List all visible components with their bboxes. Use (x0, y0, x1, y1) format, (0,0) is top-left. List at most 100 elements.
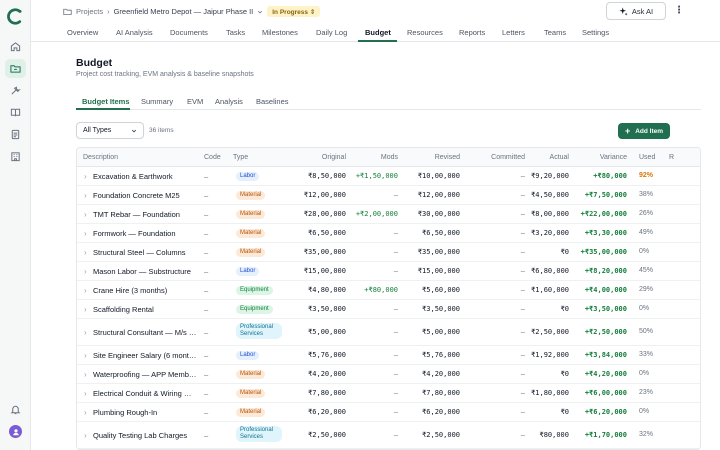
subtab-budget-items[interactable]: Budget Items (82, 97, 130, 106)
tab-milestones[interactable]: Milestones (262, 28, 298, 37)
tab-documents[interactable]: Documents (170, 28, 208, 37)
chevron-right-icon[interactable]: › (84, 328, 87, 337)
chevron-right-icon[interactable]: › (84, 267, 87, 276)
table-header: Description Code Type Original Mods Revi… (77, 148, 700, 167)
column-header-description[interactable]: Description (83, 154, 119, 161)
column-header-original[interactable]: Original (321, 154, 346, 161)
chevron-right-icon[interactable]: › (84, 172, 87, 181)
column-header-revised[interactable]: Revised (434, 154, 460, 161)
tab-daily-log[interactable]: Daily Log (316, 28, 348, 37)
chevron-right-icon[interactable]: › (84, 431, 87, 440)
avatar[interactable] (9, 425, 22, 438)
subtab-analysis[interactable]: Analysis (215, 97, 243, 106)
row-description: Structural Consultant — M/s … (93, 328, 197, 337)
tab-letters[interactable]: Letters (502, 28, 525, 37)
chevron-right-icon[interactable]: › (84, 229, 87, 238)
nav-notifications[interactable] (5, 400, 26, 419)
nav-home[interactable] (5, 37, 26, 56)
row-description: Excavation & Earthwork (93, 172, 173, 181)
subtab-baselines[interactable]: Baselines (256, 97, 289, 106)
tab-reports[interactable]: Reports (459, 28, 486, 37)
chevron-right-icon[interactable]: › (84, 351, 87, 360)
tab-overview[interactable]: Overview (67, 28, 99, 37)
row-code: – (204, 370, 209, 379)
row-mods: – (393, 191, 398, 199)
tab-teams[interactable]: Teams (544, 28, 567, 37)
column-header-r[interactable]: R (669, 154, 675, 161)
row-original: ₹5,76,000 (308, 351, 346, 359)
subtab-evm[interactable]: EVM (187, 97, 204, 106)
nav-documents[interactable] (5, 125, 26, 144)
row-mods: – (393, 267, 398, 275)
tab-resources[interactable]: Resources (407, 28, 443, 37)
row-code: – (204, 286, 209, 295)
row-revised: ₹3,50,000 (422, 305, 460, 313)
nav-tools[interactable] (5, 81, 26, 100)
subtab-summary[interactable]: Summary (141, 97, 174, 106)
column-header-mods[interactable]: Mods (380, 154, 398, 161)
ask-ai-button[interactable]: Ask AI (606, 2, 666, 20)
page-title: Budget (76, 57, 113, 69)
chevron-right-icon[interactable]: › (84, 286, 87, 295)
row-description: Structural Steel — Columns (93, 248, 186, 257)
table-row[interactable]: › Site Engineer Salary (6 mont… – Labor ₹5,7… (77, 346, 700, 365)
breadcrumb-projects[interactable]: Projects (76, 7, 104, 16)
row-revised: ₹2,50,000 (422, 431, 460, 439)
table-row[interactable]: › Structural Consultant — M/s … – Professio… (77, 319, 700, 346)
table-row[interactable]: › Crane Hire (3 months) – Equipment ₹4,80,00… (77, 281, 700, 300)
item-count: 36 items (149, 127, 174, 134)
table-row[interactable]: › Quality Testing Lab Charges – Professiona… (77, 422, 700, 449)
table-row[interactable]: › Plumbing Rough-In – Material ₹6,20,000 – ₹6,… (77, 403, 700, 422)
row-committed: – (520, 305, 525, 313)
chevron-right-icon[interactable]: › (84, 389, 87, 398)
column-header-code[interactable]: Code (204, 154, 221, 161)
row-committed: – (520, 267, 525, 275)
chevron-right-icon[interactable]: › (84, 248, 87, 257)
chevron-right-icon[interactable]: › (84, 370, 87, 379)
column-header-used[interactable]: Used (639, 154, 656, 161)
table-row[interactable]: › Scaffolding Rental – Equipment ₹3,50,000 – ₹… (77, 300, 700, 319)
column-header-type[interactable]: Type (233, 154, 249, 161)
table-row[interactable]: › Electrical Conduit & Wiring … – Material ₹… (77, 384, 700, 403)
tab-tasks[interactable]: Tasks (226, 28, 246, 37)
row-variance: +₹2,50,000 (584, 328, 627, 336)
table-row[interactable]: › Excavation & Earthwork – Labor ₹8,50,000 +₹… (77, 167, 700, 186)
chevron-right-icon[interactable]: › (84, 408, 87, 417)
folder-icon (10, 65, 21, 73)
nav-organization[interactable] (5, 147, 26, 166)
row-actual: ₹0 (560, 370, 569, 378)
row-variance: +₹80,000 (593, 172, 627, 180)
status-badge[interactable]: In Progress ⇕ (267, 6, 321, 17)
add-item-button[interactable]: + Add Item (618, 123, 670, 139)
type-badge: Professional Services (236, 323, 282, 339)
chevron-right-icon[interactable]: › (84, 191, 87, 200)
chevron-right-icon[interactable]: › (84, 305, 87, 314)
more-menu-icon[interactable]: ⋮ (674, 5, 684, 16)
table-row[interactable]: › Waterproofing — APP Memb… – Material ₹4,20… (77, 365, 700, 384)
table-row[interactable]: › Formwork — Foundation – Material ₹6,50,000… (77, 224, 700, 243)
breadcrumb-project[interactable]: Greenfield Metro Depot — Jaipur Phase II (113, 7, 254, 16)
type-badge: Material (236, 191, 266, 200)
user-icon (12, 428, 19, 435)
column-header-committed[interactable]: Committed (491, 154, 525, 161)
nav-projects[interactable] (5, 59, 26, 78)
column-header-variance[interactable]: Variance (599, 154, 627, 161)
nav-library[interactable] (5, 103, 26, 122)
table-row[interactable]: › TMT Rebar — Foundation – Material ₹28,00,0… (77, 205, 700, 224)
app-logo-icon[interactable] (7, 8, 24, 25)
row-original: ₹12,00,000 (303, 191, 346, 199)
table-row[interactable]: › Mason Labor — Substructure – Labor ₹15,00,… (77, 262, 700, 281)
row-mods: – (393, 229, 398, 237)
column-header-actual[interactable]: Actual (549, 154, 569, 161)
table-row[interactable]: › Structural Steel — Columns – Material ₹35,… (77, 243, 700, 262)
tab-budget[interactable]: Budget (365, 28, 391, 37)
chevron-down-icon[interactable] (257, 9, 263, 15)
tab-settings[interactable]: Settings (582, 28, 610, 37)
chevron-right-icon[interactable]: › (84, 210, 87, 219)
tab-ai-analysis[interactable]: AI Analysis (116, 28, 153, 37)
row-variance: +₹22,00,000 (580, 210, 627, 218)
table-row[interactable]: › Foundation Concrete M25 – Material ₹12,00,… (77, 186, 700, 205)
page-subtitle: Project cost tracking, EVM analysis & ba… (76, 71, 254, 78)
type-filter-select[interactable]: All Types (76, 122, 144, 139)
row-variance: +₹6,20,000 (584, 408, 627, 416)
